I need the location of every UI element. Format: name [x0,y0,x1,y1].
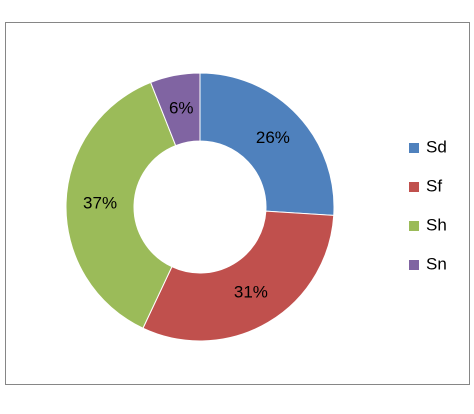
legend-swatch [409,143,419,153]
legend-label: Sd [426,137,447,156]
legend-label: Sh [426,215,447,234]
data-label: 31% [234,283,268,302]
data-label: 6% [169,98,194,117]
legend-swatch [409,221,419,231]
donut-slice [199,72,335,216]
legend-label: Sn [426,254,447,273]
data-label: 37% [83,193,117,212]
legend-swatch [409,182,419,192]
legend-swatch [409,260,419,270]
donut-slice [65,81,177,329]
donut-slice [150,72,201,147]
legend-label: Sf [426,176,442,195]
donut-slice [142,210,335,342]
data-label: 26% [256,128,290,147]
